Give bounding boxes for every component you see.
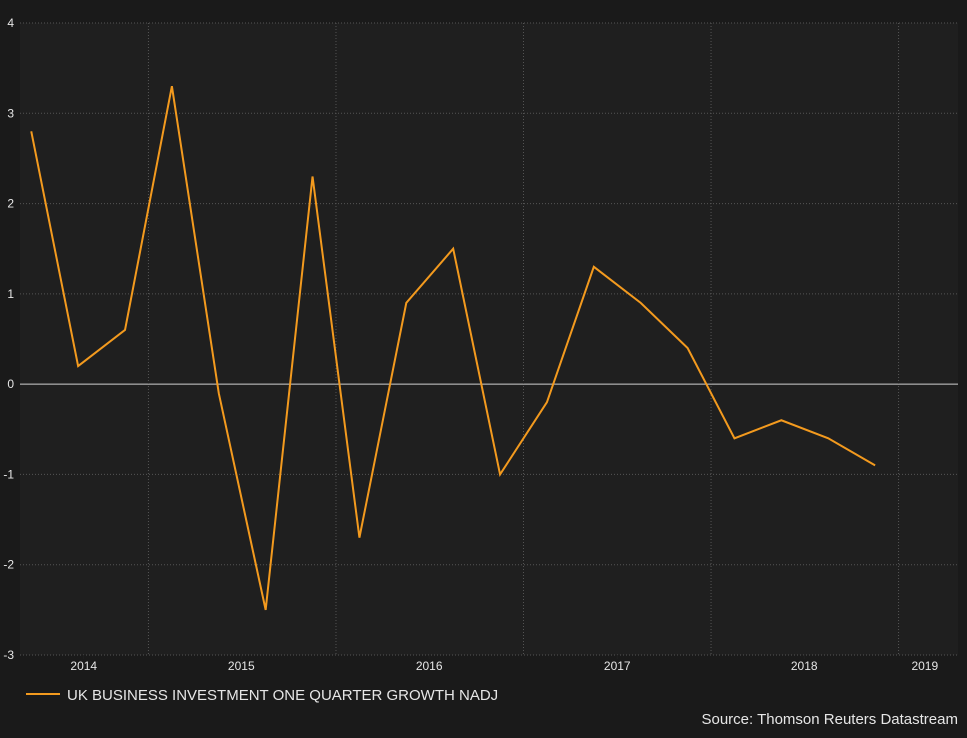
y-tick-label: 1: [7, 287, 14, 301]
y-tick-label: -3: [3, 648, 14, 662]
y-tick-label: 3: [7, 106, 14, 120]
legend-label: UK BUSINESS INVESTMENT ONE QUARTER GROWT…: [67, 687, 498, 704]
source: Source: Thomson Reuters Datastream: [701, 711, 958, 728]
y-tick-label: 4: [7, 16, 14, 30]
y-tick-label: -1: [3, 467, 14, 481]
x-tick-label: 2019: [911, 659, 938, 673]
x-tick-label: 2018: [791, 659, 818, 673]
x-tick-label: 2015: [228, 659, 255, 673]
y-tick-label: 2: [7, 197, 14, 211]
y-tick-label: 0: [7, 377, 14, 391]
x-tick-label: 2016: [416, 659, 443, 673]
y-tick-label: -2: [3, 558, 14, 572]
x-tick-label: 2014: [70, 659, 97, 673]
x-tick-label: 2017: [604, 659, 631, 673]
plot-area: [20, 23, 958, 655]
line: [30, 86, 876, 611]
